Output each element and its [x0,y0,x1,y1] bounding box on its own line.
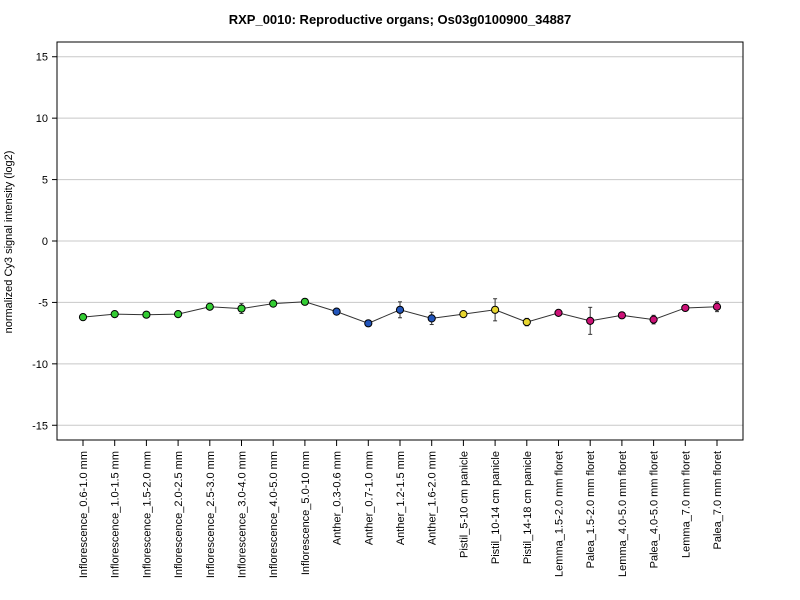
x-tick-label: Palea_1.5-2.0 mm floret [585,451,597,568]
y-axis-label: normalized Cy3 signal intensity (log2) [3,151,15,334]
x-tick-label: Inflorescence_2.5-3.0 mm [205,451,217,578]
x-tick-label: Anther_0.3-0.6 mm [332,451,344,545]
data-point [491,305,500,314]
data-point [617,311,627,320]
x-tick-label: Lemma_7.0 mm floret [680,451,692,558]
x-tick-label: Anther_1.2-1.5 mm [395,451,407,545]
y-tick-label: 0 [42,236,48,248]
x-tick-label: Inflorescence_4.0-5.0 mm [268,451,280,578]
data-point [364,319,373,328]
x-tick-label: Pistil_14-18 cm panicle [522,451,534,564]
data-point [237,304,246,313]
x-tick-label: Inflorescence_0.6-1.0 mm [78,451,90,578]
chart-title: RXP_0010: Reproductive organs; Os03g0100… [228,12,572,27]
data-point [649,315,658,324]
x-tick-label: Pistil_10-14 cm panicle [490,451,502,564]
data-point [586,316,595,325]
y-tick-label: -5 [38,297,48,309]
x-tick-label: Inflorescence_2.0-2.5 mm [173,451,185,578]
data-point [205,302,214,311]
x-tick-label: Lemma_4.0-5.0 mm floret [617,451,629,577]
data-point [110,309,119,319]
data-point [300,297,309,306]
data-point [269,299,278,308]
y-tick-label: 15 [36,52,48,64]
data-point [522,317,531,327]
y-tick-label: 10 [36,113,48,125]
x-tick-label: Inflorescence_5.0-10 mm [300,451,312,575]
y-tick-label: 5 [42,175,48,187]
x-tick-label: Palea_7.0 mm floret [712,451,724,549]
y-tick-label: -10 [32,359,48,371]
x-tick-label: Anther_0.7-1.0 mm [363,451,375,545]
data-point [427,314,436,323]
x-axis: Inflorescence_0.6-1.0 mm Inflorescence_1.… [78,440,724,578]
x-tick-label: Anther_1.6-2.0 mm [427,451,439,545]
x-tick-label: Pistil_5-10 cm panicle [458,451,470,558]
data-point [174,309,183,319]
x-tick-label: Palea_4.0-5.0 mm floret [649,451,661,568]
grid-lines [57,56,743,426]
data-point [554,308,563,317]
data-point [78,313,88,322]
data-point [332,307,341,316]
data-point [142,310,151,319]
x-tick-label: Inflorescence_3.0-4.0 mm [237,451,249,578]
data-point [712,302,722,311]
data-series [78,297,722,335]
plot-frame [56,41,744,441]
x-tick-label: Inflorescence_1.0-1.5 mm [110,451,122,578]
x-tick-label: Lemma_1.5-2.0 mm floret [554,451,566,577]
y-tick-label: -15 [32,420,48,432]
x-tick-label: Inflorescence_1.5-2.0 mm [141,451,153,578]
data-point [459,309,468,319]
y-axis: 15 10 5 0 -5 -10 -15 [32,52,57,432]
data-point [681,303,690,313]
data-point [395,305,405,314]
